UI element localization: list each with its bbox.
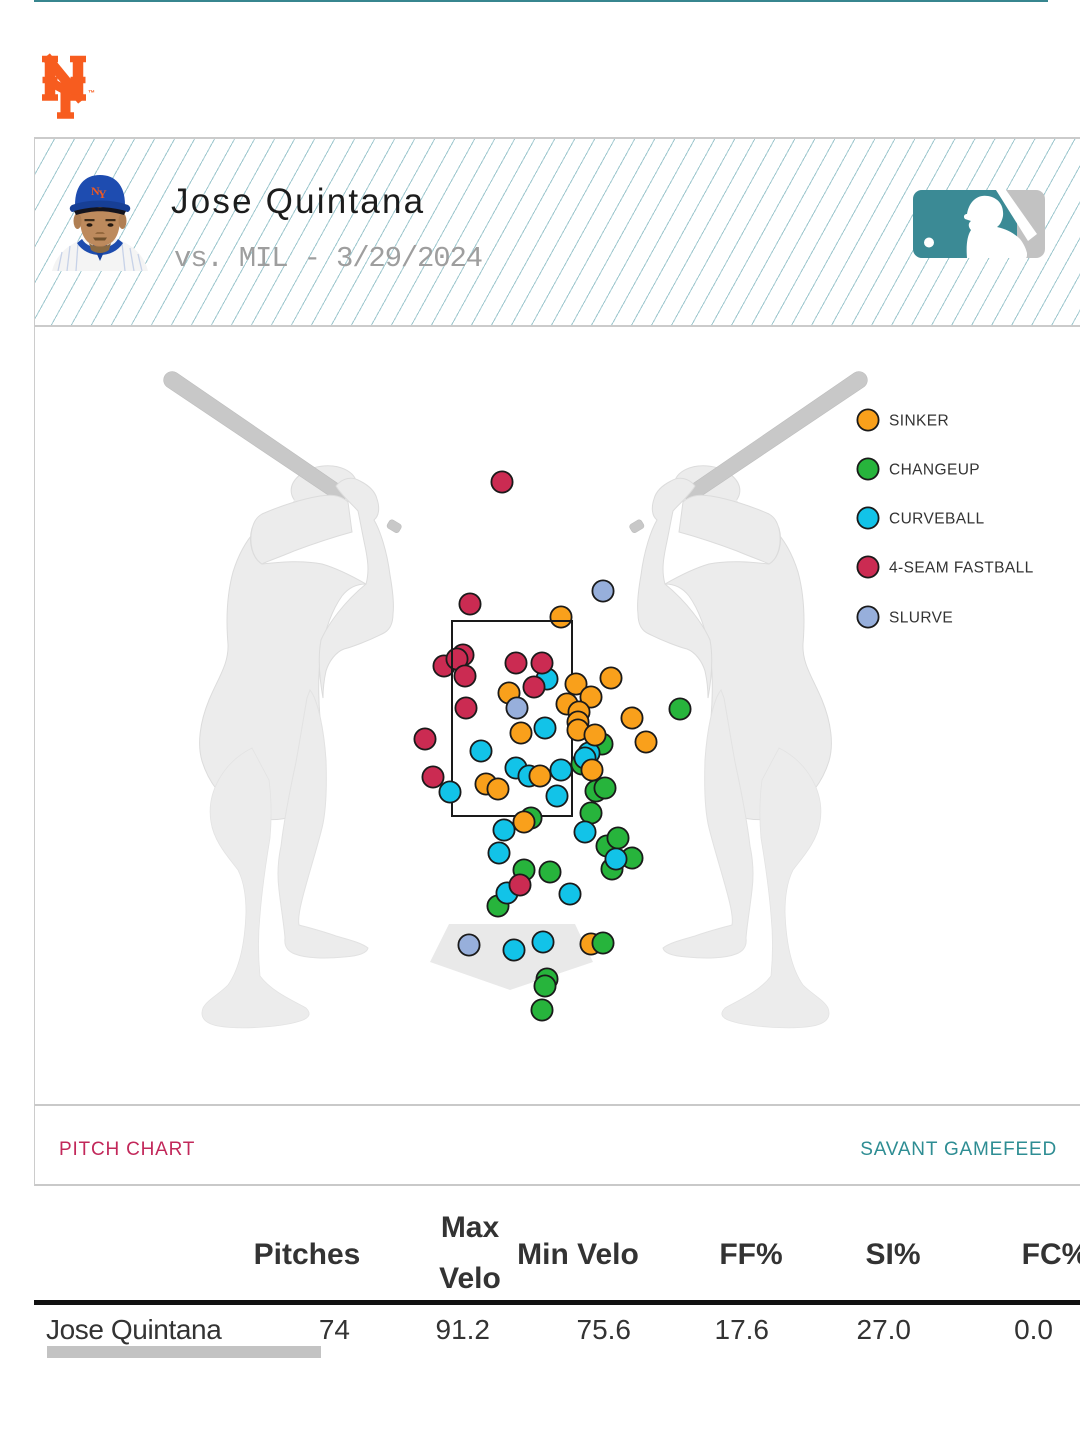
- svg-text:CURVEBALL: CURVEBALL: [889, 511, 985, 528]
- svg-text:N: N: [91, 184, 100, 198]
- svg-text:™: ™: [88, 90, 95, 97]
- svg-text:CHANGEUP: CHANGEUP: [889, 462, 980, 479]
- svg-text:4-SEAM FASTBALL: 4-SEAM FASTBALL: [889, 560, 1034, 577]
- svg-text:Y: Y: [98, 187, 107, 201]
- svg-text:SINKER: SINKER: [889, 413, 949, 430]
- svg-text:SLURVE: SLURVE: [889, 610, 953, 627]
